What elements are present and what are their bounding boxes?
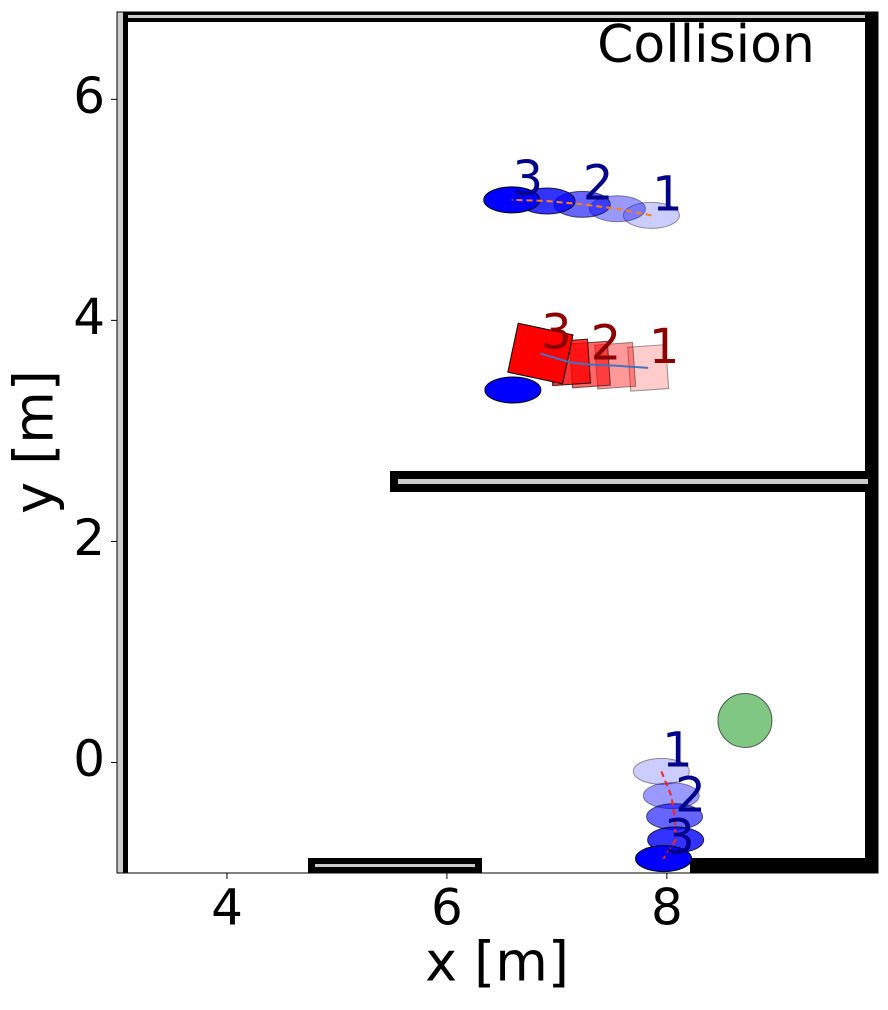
step-label: 3 xyxy=(541,305,572,361)
x-tick-label: 4 xyxy=(211,879,243,937)
trajectory xyxy=(540,352,649,369)
y-tick-label: 0 xyxy=(73,730,105,788)
x-axis-label: x [m] xyxy=(425,931,569,994)
x-tick-label: 8 xyxy=(651,879,683,937)
step-label: 3 xyxy=(664,810,695,866)
wall xyxy=(315,864,475,867)
chart-title: Collision xyxy=(597,15,815,75)
y-tick-label: 6 xyxy=(73,67,105,125)
step-label: 2 xyxy=(583,155,614,211)
wall xyxy=(865,12,878,873)
y-tick-label: 2 xyxy=(73,509,105,567)
goal xyxy=(717,692,773,748)
wall xyxy=(117,15,878,18)
wall xyxy=(398,479,868,484)
step-label: 1 xyxy=(649,319,680,375)
agent xyxy=(484,376,542,404)
trajectory xyxy=(511,198,652,217)
step-label: 2 xyxy=(591,316,622,372)
step-label: 3 xyxy=(513,151,544,207)
wall xyxy=(690,858,878,873)
y-tick-label: 4 xyxy=(73,288,105,346)
axes-frame xyxy=(116,11,879,874)
step-label: 2 xyxy=(675,768,706,824)
step-label: 1 xyxy=(662,722,693,778)
wall xyxy=(117,12,123,873)
walls xyxy=(117,12,878,873)
x-tick-label: 6 xyxy=(431,879,463,937)
plot-area xyxy=(117,12,878,873)
wall xyxy=(123,12,128,873)
step-label: 1 xyxy=(652,166,683,222)
y-axis-label: y [m] xyxy=(3,370,66,514)
